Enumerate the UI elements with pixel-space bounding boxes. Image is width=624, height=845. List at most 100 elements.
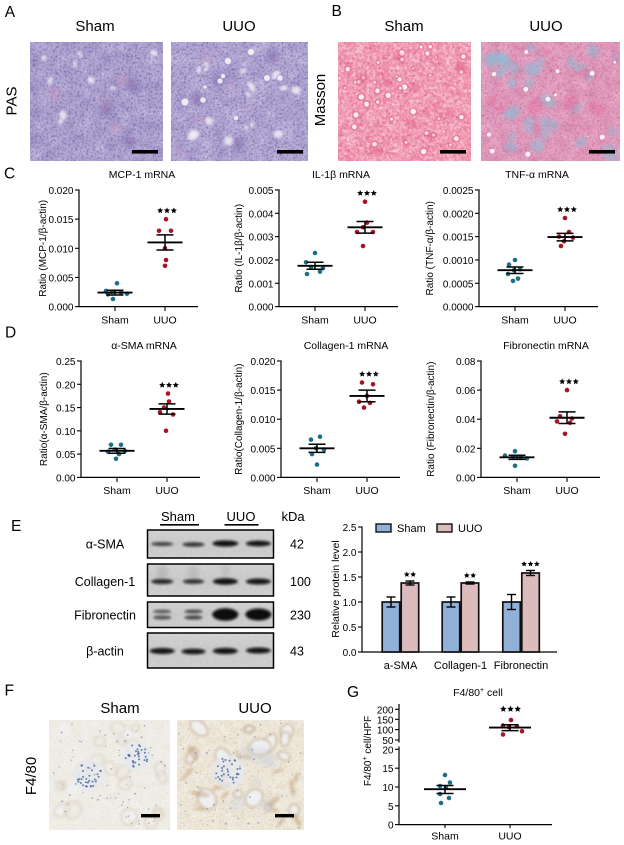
svg-text:B: B bbox=[332, 3, 342, 20]
svg-text:0.000: 0.000 bbox=[250, 473, 275, 484]
svg-text:UUO: UUO bbox=[155, 485, 178, 497]
svg-text:UUO: UUO bbox=[227, 509, 256, 524]
svg-text:E: E bbox=[11, 518, 21, 535]
svg-text:Sham: Sham bbox=[101, 314, 129, 326]
svg-text:15: 15 bbox=[382, 764, 394, 775]
svg-text:Ratio (TNF-α/β-actin): Ratio (TNF-α/β-actin) bbox=[425, 201, 436, 295]
svg-text:0.002: 0.002 bbox=[248, 256, 273, 267]
svg-text:Sham: Sham bbox=[431, 831, 459, 843]
svg-text:UUO: UUO bbox=[553, 314, 576, 326]
svg-text:Sham: Sham bbox=[384, 18, 423, 35]
svg-text:Collagen-1: Collagen-1 bbox=[75, 575, 136, 589]
svg-text:43: 43 bbox=[290, 645, 304, 659]
svg-text:α-SMA: α-SMA bbox=[86, 538, 125, 552]
svg-text:0.005: 0.005 bbox=[248, 186, 273, 197]
svg-text:Masson: Masson bbox=[312, 74, 329, 127]
svg-text:2.5: 2.5 bbox=[343, 523, 357, 534]
svg-text:Ratio(Collagen-1/β-actin): Ratio(Collagen-1/β-actin) bbox=[234, 364, 245, 475]
svg-text:230: 230 bbox=[290, 609, 311, 623]
svg-text:Sham: Sham bbox=[301, 314, 329, 326]
svg-text:UUO: UUO bbox=[498, 831, 521, 843]
svg-text:β-actin: β-actin bbox=[86, 645, 124, 659]
svg-text:F4/80: F4/80 bbox=[23, 757, 40, 795]
svg-text:Sham: Sham bbox=[100, 700, 139, 717]
svg-text:Sham: Sham bbox=[303, 485, 331, 497]
svg-text:0.010: 0.010 bbox=[250, 415, 275, 426]
svg-text:kDa: kDa bbox=[281, 509, 305, 524]
svg-text:D: D bbox=[5, 325, 16, 342]
svg-text:TNF-α mRNA: TNF-α mRNA bbox=[505, 169, 569, 181]
svg-text:Fibronectin: Fibronectin bbox=[494, 660, 548, 672]
svg-text:20: 20 bbox=[382, 745, 394, 756]
svg-text:α-SMA mRNA: α-SMA mRNA bbox=[111, 340, 177, 352]
svg-text:0.0005: 0.0005 bbox=[443, 279, 474, 290]
svg-text:0.005: 0.005 bbox=[250, 444, 275, 455]
svg-text:Sham: Sham bbox=[161, 509, 195, 524]
svg-text:0.020: 0.020 bbox=[250, 357, 275, 368]
svg-text:Ratio (Fibronectin/β-actin): Ratio (Fibronectin/β-actin) bbox=[426, 362, 437, 477]
svg-text:0.0000: 0.0000 bbox=[443, 303, 474, 314]
svg-text:0.15: 0.15 bbox=[56, 404, 76, 415]
svg-text:0.04: 0.04 bbox=[456, 415, 476, 426]
svg-text:UUO: UUO bbox=[353, 314, 376, 326]
svg-text:0.0025: 0.0025 bbox=[443, 186, 474, 197]
svg-text:0.015: 0.015 bbox=[250, 386, 275, 397]
svg-text:F: F bbox=[5, 683, 14, 700]
svg-text:Collagen-1: Collagen-1 bbox=[434, 660, 487, 672]
svg-text:42: 42 bbox=[290, 538, 304, 552]
svg-text:0.06: 0.06 bbox=[456, 386, 476, 397]
svg-text:5: 5 bbox=[388, 802, 394, 813]
svg-text:10: 10 bbox=[382, 783, 394, 794]
svg-text:UUO: UUO bbox=[555, 485, 578, 497]
svg-text:0.0020: 0.0020 bbox=[443, 209, 474, 220]
svg-text:0.10: 0.10 bbox=[56, 427, 76, 438]
svg-text:F4/80+ cell/HPF: F4/80+ cell/HPF bbox=[362, 716, 374, 786]
svg-text:0.000: 0.000 bbox=[48, 303, 73, 314]
svg-text:0.0010: 0.0010 bbox=[443, 256, 474, 267]
svg-text:a-SMA: a-SMA bbox=[384, 660, 418, 672]
svg-text:0.25: 0.25 bbox=[56, 357, 76, 368]
svg-text:50: 50 bbox=[382, 736, 394, 747]
svg-text:Relative protein level: Relative protein level bbox=[330, 540, 342, 637]
svg-text:1.5: 1.5 bbox=[343, 573, 357, 584]
svg-text:0.20: 0.20 bbox=[56, 380, 76, 391]
svg-text:0: 0 bbox=[388, 821, 394, 832]
svg-text:IL-1β mRNA: IL-1β mRNA bbox=[312, 169, 370, 181]
svg-text:0.010: 0.010 bbox=[48, 244, 73, 255]
svg-text:C: C bbox=[4, 166, 15, 183]
svg-text:Ratio(α-SMA/β-actin): Ratio(α-SMA/β-actin) bbox=[39, 372, 50, 466]
svg-text:0.0: 0.0 bbox=[343, 648, 357, 659]
svg-text:0.000: 0.000 bbox=[248, 303, 273, 314]
svg-text:0.005: 0.005 bbox=[48, 274, 73, 285]
svg-text:Sham: Sham bbox=[503, 485, 531, 497]
svg-text:0.00: 0.00 bbox=[56, 473, 76, 484]
svg-text:Sham: Sham bbox=[397, 523, 426, 535]
svg-text:200: 200 bbox=[377, 705, 394, 716]
svg-text:UUO: UUO bbox=[153, 314, 176, 326]
svg-text:F4/80+ cell: F4/80+ cell bbox=[453, 687, 503, 699]
svg-text:0.02: 0.02 bbox=[456, 444, 476, 455]
svg-text:0.001: 0.001 bbox=[248, 279, 273, 290]
svg-text:UUO: UUO bbox=[355, 485, 378, 497]
svg-text:0.00: 0.00 bbox=[456, 473, 476, 484]
svg-text:100: 100 bbox=[377, 726, 394, 737]
svg-text:UUO: UUO bbox=[238, 700, 271, 717]
svg-text:Fibronectin: Fibronectin bbox=[74, 609, 136, 623]
svg-text:Sham: Sham bbox=[103, 485, 131, 497]
svg-text:PAS: PAS bbox=[4, 87, 21, 116]
svg-text:A: A bbox=[5, 4, 16, 21]
svg-text:2.0: 2.0 bbox=[343, 548, 357, 559]
svg-text:0.003: 0.003 bbox=[248, 233, 273, 244]
svg-text:G: G bbox=[347, 684, 359, 701]
svg-text:0.05: 0.05 bbox=[56, 450, 76, 461]
svg-text:Collagen-1 mRNA: Collagen-1 mRNA bbox=[304, 340, 389, 352]
svg-text:Sham: Sham bbox=[75, 18, 114, 35]
svg-text:Ratio (IL-1β/β-actin): Ratio (IL-1β/β-actin) bbox=[234, 204, 245, 293]
svg-text:1.0: 1.0 bbox=[343, 598, 357, 609]
svg-text:Sham: Sham bbox=[501, 314, 529, 326]
svg-text:0.020: 0.020 bbox=[48, 186, 73, 197]
svg-text:0.0015: 0.0015 bbox=[443, 233, 474, 244]
svg-text:100: 100 bbox=[290, 575, 311, 589]
svg-text:0.004: 0.004 bbox=[248, 209, 273, 220]
svg-text:Ratio (MCP-1/β-actin): Ratio (MCP-1/β-actin) bbox=[38, 200, 49, 297]
